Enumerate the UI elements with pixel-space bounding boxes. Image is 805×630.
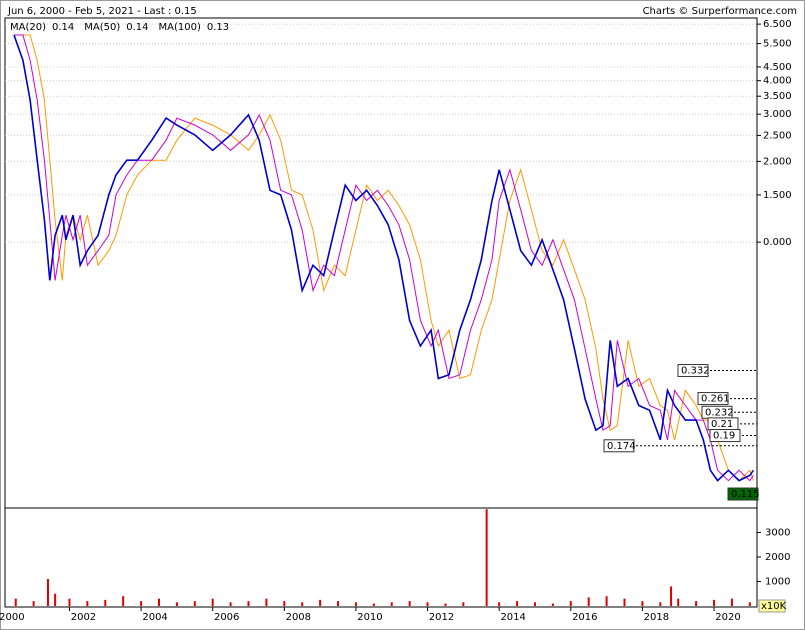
volume-bar: [623, 598, 626, 606]
volume-bar: [677, 598, 680, 606]
legend-value: 0.13: [207, 22, 229, 33]
volume-bar: [498, 602, 501, 606]
volume-bar: [444, 603, 447, 606]
volume-bar: [533, 602, 536, 606]
volume-bar: [569, 601, 572, 606]
volume-bar: [157, 598, 160, 606]
volume-bar: [265, 598, 268, 606]
price-label: 0.232: [705, 407, 734, 418]
series-line: [14, 34, 754, 482]
price-label: 0.261: [701, 394, 730, 405]
y-tick-label: 1.500: [763, 190, 792, 201]
series-line: [14, 34, 754, 482]
y-tick-label: 3.500: [763, 91, 792, 102]
price-label: 0.174: [607, 441, 636, 452]
volume-bar: [301, 602, 304, 606]
volume-bar: [46, 579, 49, 606]
volume-bar: [670, 586, 673, 606]
y-tick-label: 6.500: [763, 19, 792, 30]
volume-bar: [229, 602, 232, 606]
x-tick-label: 2020: [715, 612, 740, 623]
volume-bar: [32, 601, 35, 606]
volume-bar: [426, 602, 429, 606]
x-tick-label: 2002: [71, 612, 96, 623]
x-tick-label: 2010: [357, 612, 382, 623]
volume-bar: [516, 601, 519, 606]
volume-bar: [140, 601, 143, 606]
volume-bar: [54, 593, 57, 606]
volume-bar: [372, 603, 375, 606]
price-box: [603, 439, 635, 453]
price-label: 0.19: [713, 431, 735, 442]
volume-bar: [695, 601, 698, 606]
price-label: 0.332: [681, 366, 710, 377]
price-box: [709, 429, 741, 443]
y-tick-label: 2.000: [763, 156, 792, 167]
price-box: [677, 364, 709, 378]
unit-label: x10K: [761, 601, 787, 612]
legend-name: MA(50): [84, 22, 120, 33]
volume-bar: [551, 603, 554, 606]
volume-bar: [730, 598, 733, 606]
volume-bar: [211, 598, 214, 606]
x-tick-label: 2018: [644, 612, 669, 623]
x-tick-label: 2012: [429, 612, 454, 623]
credit: Charts © Surperformance.com: [643, 6, 797, 17]
price-box: [727, 487, 759, 501]
y-tick-label: 0.000: [763, 237, 792, 248]
volume-bar: [605, 596, 608, 606]
volume-bar: [713, 599, 716, 606]
volume-bar: [337, 601, 340, 606]
unit-box: [758, 599, 786, 613]
price-label: 0.21: [711, 419, 733, 430]
volume-bar: [408, 601, 411, 606]
y-tick-label: 3000: [765, 528, 790, 539]
volume-bar: [587, 597, 590, 606]
volume-bar: [748, 602, 751, 606]
price-box: [697, 392, 729, 406]
series-line: [13, 34, 755, 482]
legend-value: 0.14: [126, 22, 148, 33]
volume-bar: [247, 601, 250, 606]
volume-bar: [283, 601, 286, 606]
x-tick-label: 2008: [286, 612, 311, 623]
volume-bar: [319, 599, 322, 606]
volume-bar: [641, 601, 644, 606]
x-tick-label: 2000: [0, 612, 25, 623]
x-tick-label: 2004: [142, 612, 167, 623]
volume-bar: [68, 598, 71, 606]
y-tick-label: 4.500: [763, 62, 792, 73]
volume-bar: [659, 602, 662, 606]
volume-bar: [122, 596, 125, 606]
legend-value: 0.14: [52, 22, 74, 33]
volume-bar: [86, 601, 89, 606]
volume-bar: [193, 601, 196, 606]
x-tick-label: 2016: [572, 612, 597, 623]
y-tick-label: 2.500: [763, 130, 792, 141]
volume-bar: [485, 509, 488, 606]
legend-name: MA(20): [10, 22, 46, 33]
y-tick-label: 1000: [765, 577, 790, 588]
y-tick-label: 3.000: [763, 109, 792, 120]
legend-name: MA(100): [159, 22, 201, 33]
volume-bar: [462, 602, 465, 606]
y-tick-label: 4.000: [763, 76, 792, 87]
volume-bar: [175, 602, 178, 606]
y-tick-label: 2000: [765, 552, 790, 563]
y-tick-label: 5.500: [763, 39, 792, 50]
price-label: 0.115: [731, 489, 760, 500]
x-tick-label: 2006: [214, 612, 239, 623]
volume-bar: [354, 602, 357, 606]
volume-bar: [390, 602, 393, 606]
chart-title: Jun 6, 2000 - Feb 5, 2021 - Last : 0.15: [7, 6, 197, 17]
volume-bar: [14, 598, 17, 606]
x-tick-label: 2014: [500, 612, 525, 623]
volume-bar: [104, 599, 107, 606]
